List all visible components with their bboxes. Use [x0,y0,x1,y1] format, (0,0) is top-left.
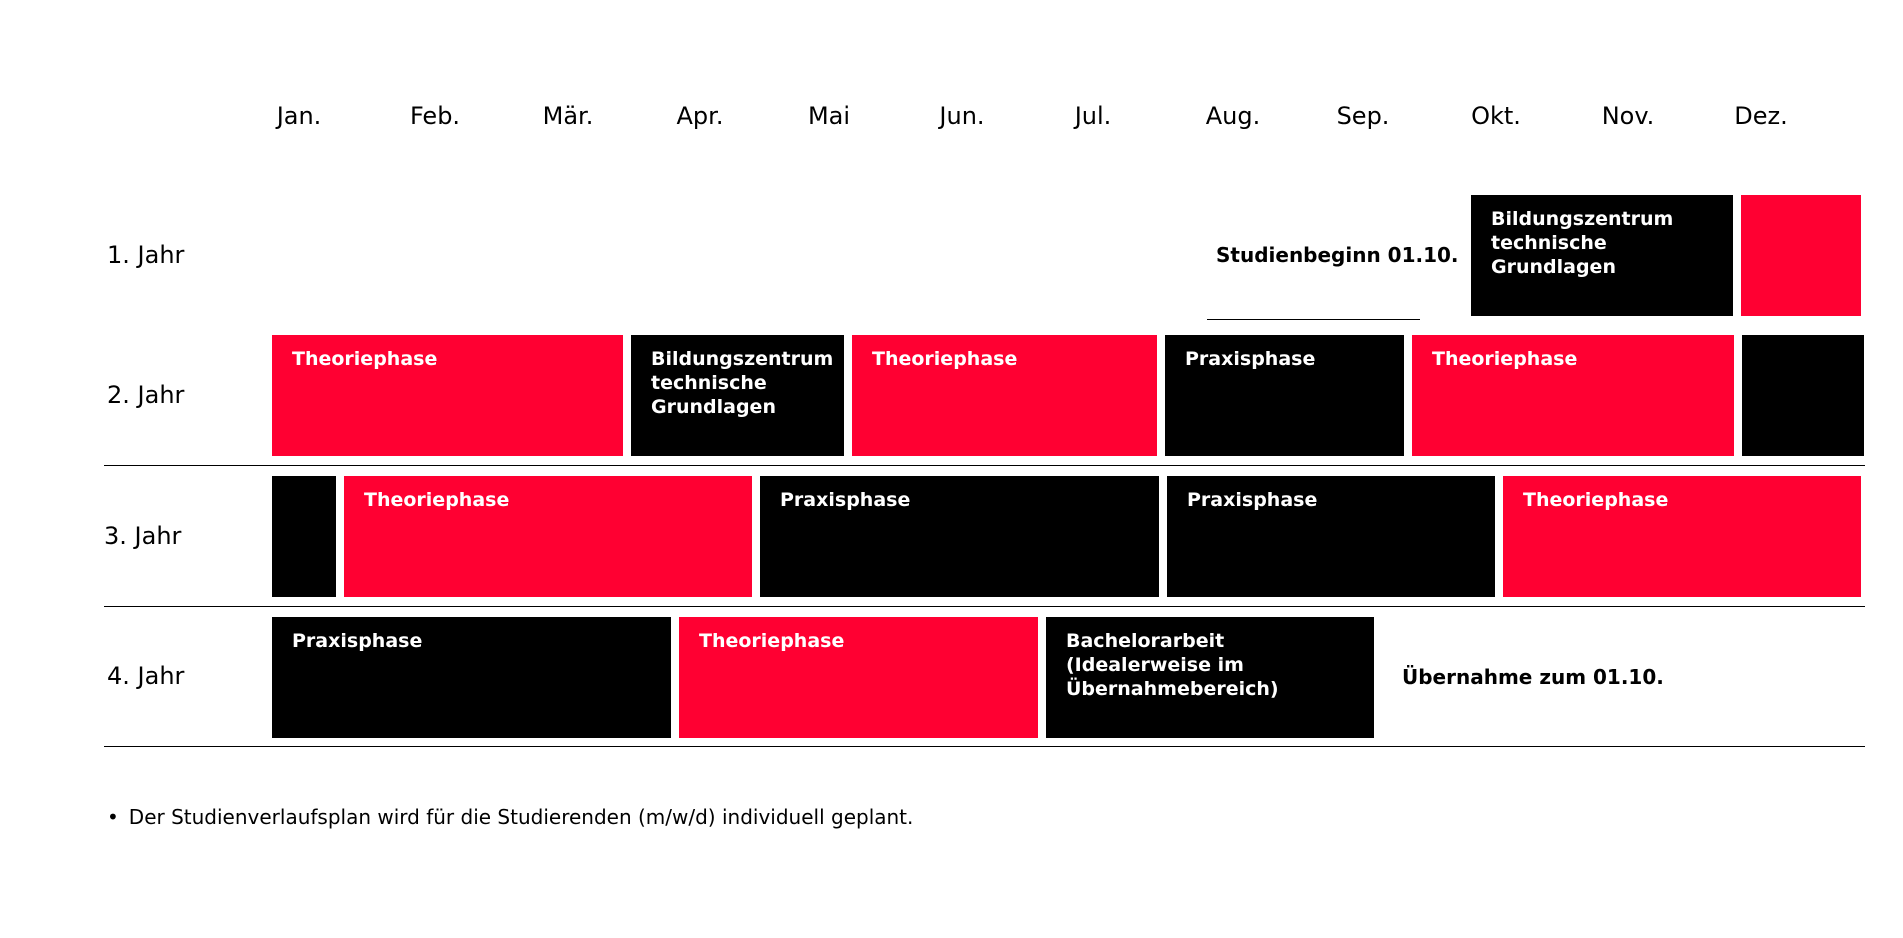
month-label: Aug. [1205,102,1261,130]
month-label: Mär. [542,102,594,130]
phase-block: Theoriephase [344,476,752,597]
phase-block: Bildungszentrum technische Grundlagen [631,335,844,456]
year-label: 4. Jahr [107,662,185,690]
month-label: Apr. [676,102,724,130]
row-divider [104,606,1865,607]
phase-block: Theoriephase [1503,476,1861,597]
phase-block [1742,335,1864,456]
phase-block: Praxisphase [760,476,1159,597]
month-label: Jun. [939,102,985,130]
phase-block: Theoriephase [852,335,1157,456]
bullet-icon: • [107,805,119,829]
phase-block: Praxisphase [272,617,671,738]
uebernahme-note: Übernahme zum 01.10. [1402,665,1664,689]
month-label: Dez. [1734,102,1788,130]
footnote: • Der Studienverlaufsplan wird für die St… [107,803,913,831]
month-label: Feb. [409,102,461,130]
month-label: Jan. [276,102,322,130]
month-label: Nov. [1601,102,1655,130]
month-label: Okt. [1471,102,1521,130]
phase-block: Bachelorarbeit (Idealerweise im Übernahm… [1046,617,1374,738]
phase-block: Theoriephase [1412,335,1734,456]
studienbeginn-note: Studienbeginn 01.10. [1216,243,1459,267]
row-divider [104,465,1865,466]
phase-block [1741,195,1861,316]
year-label: 3. Jahr [104,522,182,550]
phase-block: Praxisphase [1167,476,1495,597]
row-divider [104,746,1865,747]
phase-block [272,476,336,597]
year-label: 1. Jahr [107,241,185,269]
phase-block: Theoriephase [272,335,623,456]
phase-block: Bildungszentrum technische Grundlagen [1471,195,1733,316]
divider-line [1207,319,1420,320]
phase-block: Theoriephase [679,617,1038,738]
month-label: Sep. [1336,102,1390,130]
footnote-text: Der Studienverlaufsplan wird für die Stu… [128,805,914,829]
month-label: Mai [807,102,851,130]
phase-block: Praxisphase [1165,335,1404,456]
month-label: Jul. [1074,102,1112,130]
year-label: 2. Jahr [107,381,185,409]
